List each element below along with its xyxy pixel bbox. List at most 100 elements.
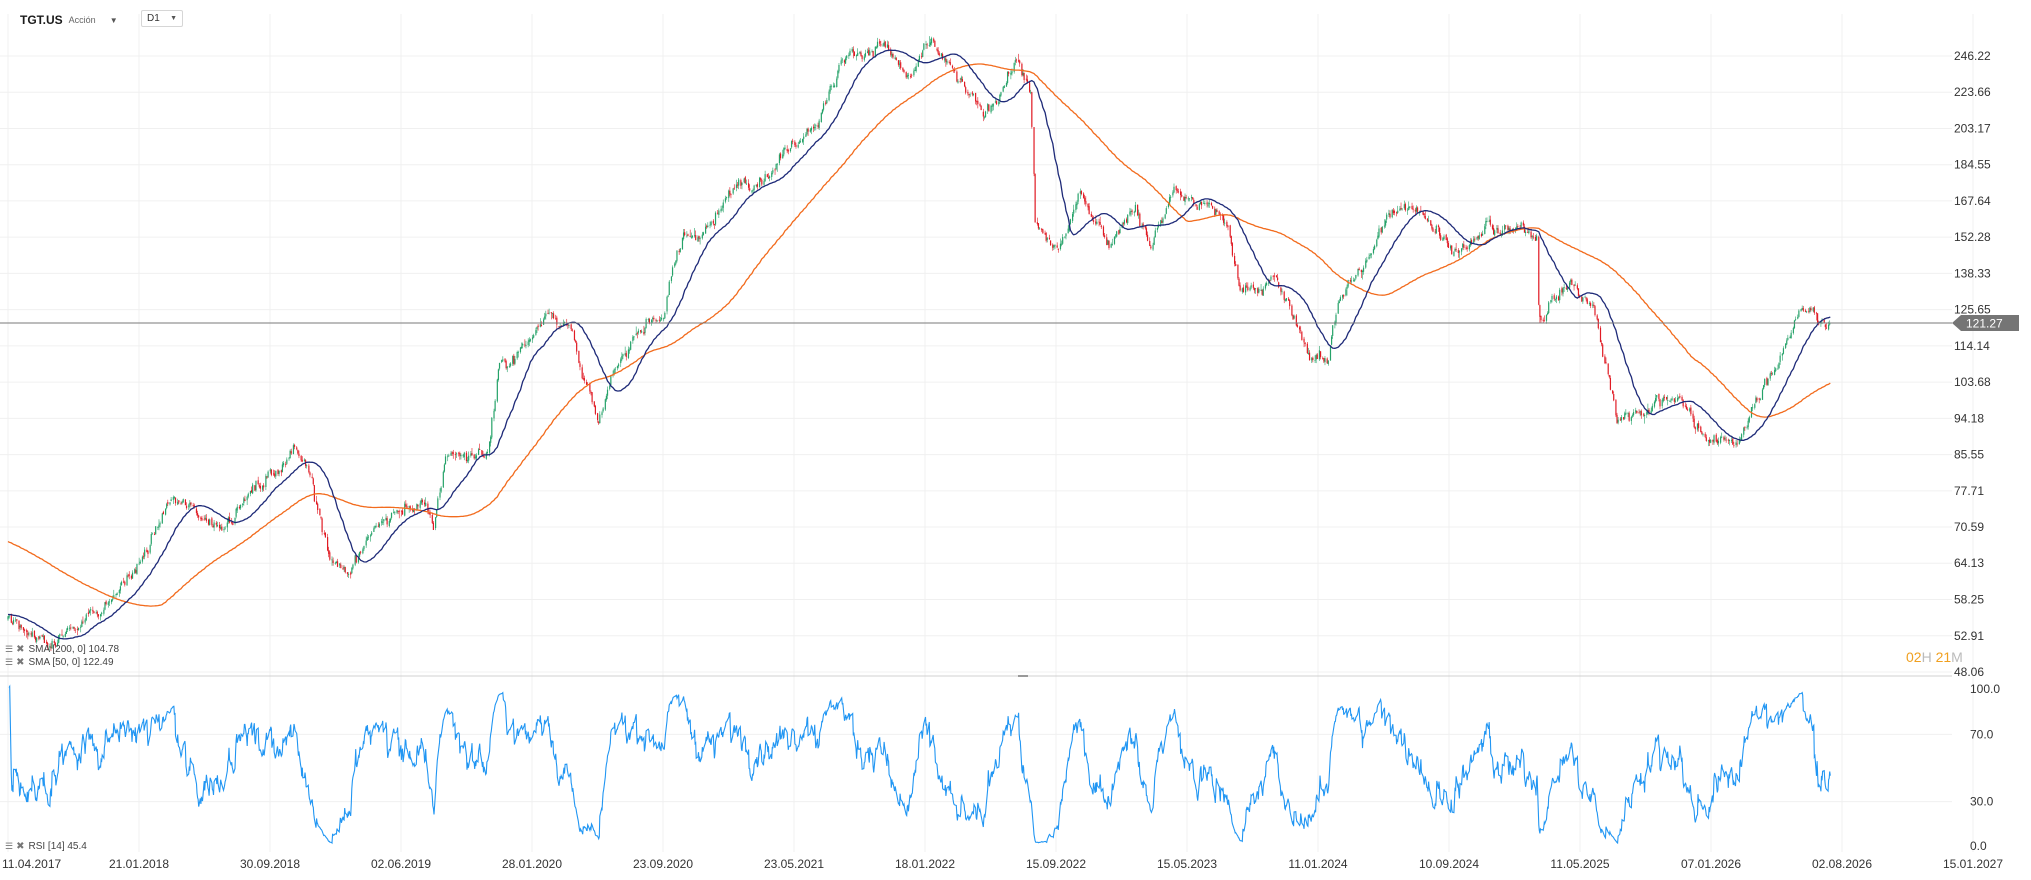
candle-body xyxy=(705,226,707,234)
candle-body xyxy=(1239,285,1241,291)
candle-body xyxy=(1682,400,1684,407)
candle-body xyxy=(1724,438,1726,440)
list-icon[interactable]: ☰ xyxy=(5,841,14,851)
close-icon[interactable]: ✖ xyxy=(16,644,25,655)
candle-body xyxy=(261,485,264,490)
candle-body xyxy=(54,643,56,647)
candle-body xyxy=(882,44,884,46)
candle-body xyxy=(1411,205,1413,209)
candle-body xyxy=(396,509,398,513)
candle-body xyxy=(285,464,287,466)
timeframe-value: D1 xyxy=(147,13,160,24)
candle-body xyxy=(810,127,813,131)
candle-body xyxy=(1339,297,1342,301)
candle-body xyxy=(1157,225,1160,227)
candle-body xyxy=(1103,235,1106,237)
candle-body xyxy=(926,44,928,46)
candle-body xyxy=(1026,79,1029,83)
candle-body xyxy=(292,445,295,454)
candle-body xyxy=(1673,398,1675,402)
symbol-header[interactable]: TGT.US Acción ▼ xyxy=(20,12,118,28)
list-icon[interactable]: ☰ xyxy=(5,644,14,654)
candle-body xyxy=(928,45,930,46)
candle-body xyxy=(504,358,506,362)
candle-body xyxy=(568,324,570,326)
candle-body xyxy=(157,527,159,528)
time-tick-label: 30.09.2018 xyxy=(240,857,300,871)
candle-body xyxy=(604,399,606,410)
candle-body xyxy=(828,91,830,101)
candle-body xyxy=(1792,327,1794,334)
candle-body xyxy=(416,504,418,510)
candle-body xyxy=(967,91,969,94)
candle-body xyxy=(853,51,855,57)
candle-body xyxy=(795,145,797,147)
legend-sma200[interactable]: ☰ ✖ SMA [200, 0] 104.78 xyxy=(5,644,119,655)
candle-body xyxy=(740,180,742,186)
candle-body xyxy=(660,317,663,320)
candle-body xyxy=(537,325,539,328)
candle-body xyxy=(460,455,462,457)
candle-body xyxy=(1283,291,1285,300)
candle-body xyxy=(1198,204,1200,210)
candle-body xyxy=(535,330,537,335)
candle-body xyxy=(1099,221,1101,225)
legend-rsi[interactable]: ☰ ✖ RSI [14] 45.4 xyxy=(5,841,87,852)
candle-body xyxy=(880,44,882,46)
candle-body xyxy=(514,358,516,364)
candle-body xyxy=(465,452,468,462)
candle-body xyxy=(1095,221,1097,224)
rsi-label: RSI [14] 45.4 xyxy=(28,841,87,852)
legend-sma50[interactable]: ☰ ✖ SMA [50, 0] 122.49 xyxy=(5,657,114,668)
candle-body xyxy=(1138,214,1140,216)
candle-body xyxy=(328,550,330,554)
time-axis[interactable]: 11.04.2017 21.01.2018 30.09.2018 02.06.2019… xyxy=(2,857,2003,871)
chevron-down-icon[interactable]: ▼ xyxy=(109,15,118,25)
candle-body xyxy=(1442,238,1444,241)
candle-body xyxy=(581,367,583,379)
candle-body xyxy=(1623,417,1625,420)
candle-body xyxy=(1643,414,1646,417)
candle-body xyxy=(134,569,136,573)
panel-resize-handle[interactable] xyxy=(1018,675,1028,677)
candle-body xyxy=(1021,63,1023,76)
candle-body xyxy=(483,456,485,458)
candle-body xyxy=(1435,225,1437,234)
candle-body xyxy=(1617,419,1619,423)
candle-body xyxy=(648,319,651,323)
candle-body xyxy=(991,105,993,107)
candle-body xyxy=(1569,282,1571,288)
candle-body xyxy=(624,353,626,356)
candle-body xyxy=(436,509,438,517)
candle-body xyxy=(940,53,943,57)
list-icon[interactable]: ☰ xyxy=(5,657,14,667)
timeframe-select[interactable]: D1 ▼ xyxy=(141,10,183,27)
candle-body xyxy=(1301,331,1303,341)
candle-body xyxy=(1662,397,1664,401)
candle-body xyxy=(45,641,48,644)
price-axis[interactable]: 246.22 223.66 203.17 184.55 167.64 152.28 138.… xyxy=(1954,49,1991,679)
candle-body xyxy=(1571,279,1573,286)
candle-body xyxy=(583,378,585,381)
candle-body xyxy=(1616,414,1618,424)
candle-body xyxy=(1758,398,1760,400)
candle-body xyxy=(455,453,458,455)
candle-body xyxy=(357,557,360,563)
candle-body xyxy=(462,455,464,457)
candle-body xyxy=(1345,289,1347,296)
candle-body xyxy=(1828,324,1830,330)
candle-body xyxy=(732,188,734,194)
candle-body xyxy=(1392,210,1394,214)
symbol-name[interactable]: TGT.US xyxy=(20,13,63,27)
candle-body xyxy=(1123,220,1126,224)
candle-body xyxy=(1203,202,1205,204)
candle-body xyxy=(945,58,947,62)
candle-body xyxy=(18,620,20,629)
candle-body xyxy=(647,319,649,321)
candle-body xyxy=(1214,208,1216,216)
candle-body xyxy=(1114,235,1117,237)
close-icon[interactable]: ✖ xyxy=(16,841,25,852)
candle-body xyxy=(984,111,987,118)
close-icon[interactable]: ✖ xyxy=(16,657,25,668)
